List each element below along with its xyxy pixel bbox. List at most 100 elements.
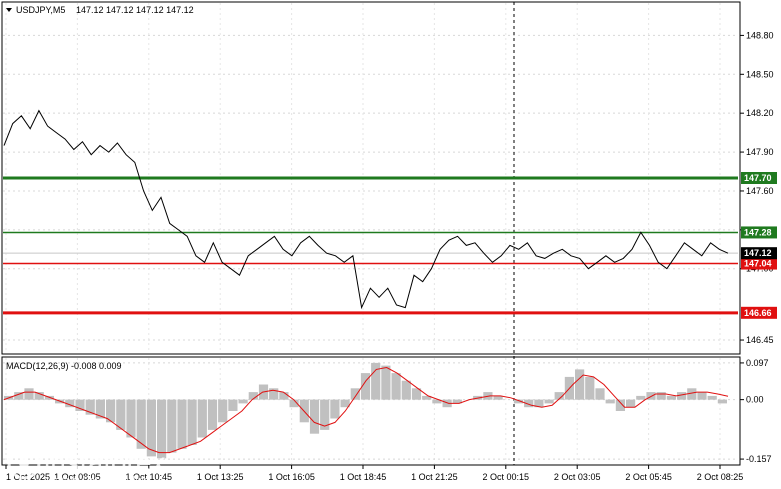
macd-bar — [707, 395, 717, 400]
macd-bar — [717, 399, 727, 404]
time-tick-label: 1 Oct 08:05 — [54, 472, 101, 482]
macd-bar — [697, 392, 707, 400]
macd-tick-label: 0.097 — [746, 358, 769, 368]
time-tick-label: 2 Oct 00:15 — [483, 472, 530, 482]
price-line — [3, 109, 729, 310]
macd-bar — [279, 392, 289, 400]
price-tick-label: 148.20 — [746, 108, 774, 118]
macd-bar — [187, 399, 197, 445]
time-tick-label: 1 Oct 13:25 — [197, 472, 244, 482]
level-tag-label: 146.66 — [744, 308, 772, 318]
macd-bar — [493, 395, 503, 400]
macd-bar — [575, 369, 585, 400]
price-tick-label: 148.80 — [746, 30, 774, 40]
time-tick-label: 2 Oct 05:45 — [625, 472, 672, 482]
macd-bar — [65, 399, 75, 408]
macd-bar — [85, 399, 95, 415]
price-series — [3, 109, 729, 310]
watermark: instaforex Instant Forex Trading — [7, 446, 165, 487]
macd-bar — [34, 392, 44, 400]
macd-bar — [360, 373, 371, 400]
macd-bar — [646, 392, 656, 400]
symbol-label: USDJPY,M5 — [16, 5, 65, 15]
macd-bar — [116, 399, 126, 430]
macd-bar — [615, 399, 625, 411]
watermark-brand: instaforex — [44, 447, 165, 478]
current-price-label: 147.12 — [744, 248, 772, 258]
macd-bar — [207, 399, 218, 430]
level-tags: 147.70 147.28 147.04 146.66 147.12 — [741, 172, 777, 319]
macd-bar — [95, 399, 105, 419]
price-tick-label: 147.60 — [746, 186, 774, 196]
macd-bar — [442, 399, 452, 408]
macd-bar — [381, 365, 391, 400]
macd-bar — [432, 399, 442, 404]
current-price-tag — [741, 247, 777, 260]
macd-bar — [636, 395, 646, 400]
price-tick-label: 148.50 — [746, 69, 774, 79]
macd-bar — [544, 399, 554, 404]
watermark-tagline: Instant Forex Trading — [46, 475, 150, 487]
macd-bar — [524, 399, 534, 408]
macd-bar — [197, 399, 207, 438]
instaforex-logo-dot — [19, 458, 29, 468]
support-resistance-levels — [3, 176, 738, 315]
time-tick-label: 1 Oct 10:45 — [126, 472, 173, 482]
macd-bar — [350, 388, 360, 400]
price-axis: 148.80148.50148.20147.90147.60147.30147.… — [740, 30, 774, 345]
macd-bar — [248, 392, 258, 400]
level-tag — [741, 306, 777, 319]
macd-bar — [371, 362, 381, 400]
macd-bar — [513, 399, 524, 404]
macd-bar — [330, 399, 340, 419]
macd-bar — [126, 399, 136, 438]
macd-bar — [656, 392, 666, 400]
macd-bar — [605, 399, 615, 404]
macd-bar — [269, 388, 279, 400]
macd-bar — [554, 392, 564, 400]
macd-tick-label: 0.00 — [746, 395, 764, 405]
macd-bar — [687, 388, 697, 400]
macd-bar — [177, 399, 187, 449]
macd-bar — [218, 399, 228, 423]
macd-signal — [3, 366, 729, 454]
macd-bar — [422, 395, 432, 400]
macd-bar — [340, 399, 350, 408]
macd-bar — [146, 399, 156, 457]
macd-signal-line — [3, 366, 729, 454]
macd-axis: 0.097 0.00 -0.157 — [740, 358, 772, 464]
level-tag — [741, 257, 777, 270]
chevron-down-icon[interactable] — [6, 8, 12, 12]
time-tick-label: 2 Oct 03:05 — [554, 472, 601, 482]
macd-bar — [626, 399, 636, 408]
macd-bar — [289, 399, 299, 408]
macd-bar — [14, 392, 24, 400]
macd-bar — [534, 399, 544, 408]
instaforex-logo-icon — [7, 446, 41, 480]
macd-bar — [320, 399, 330, 430]
level-tag — [741, 172, 777, 184]
macd-bar — [75, 399, 85, 411]
macd-label: MACD(12,26,9) -0.008 0.009 — [6, 361, 122, 371]
price-tick-label: 147.90 — [746, 147, 774, 157]
time-tick-label: 1 Oct 16:05 — [268, 472, 315, 482]
macd-bar — [595, 388, 605, 400]
macd-bar — [452, 399, 462, 404]
macd-bar — [136, 399, 146, 449]
ohlc-values: 147.12 147.12 147.12 147.12 — [76, 5, 194, 15]
macd-bar — [238, 399, 248, 404]
level-tag — [741, 226, 777, 239]
macd-bar — [24, 388, 34, 400]
macd-bar — [228, 399, 238, 411]
level-tag-label: 147.28 — [744, 227, 772, 237]
macd-tick-label: -0.157 — [746, 454, 772, 464]
price-tick-label: 146.45 — [746, 335, 774, 345]
macd-bar — [391, 373, 401, 400]
macd-bar — [157, 399, 167, 459]
level-tag-label: 147.70 — [744, 173, 772, 183]
macd-bar — [401, 380, 411, 400]
macd-bar — [677, 392, 687, 400]
time-tick-label: 2 Oct 08:25 — [697, 472, 744, 482]
level-tag-label: 147.04 — [744, 259, 772, 269]
